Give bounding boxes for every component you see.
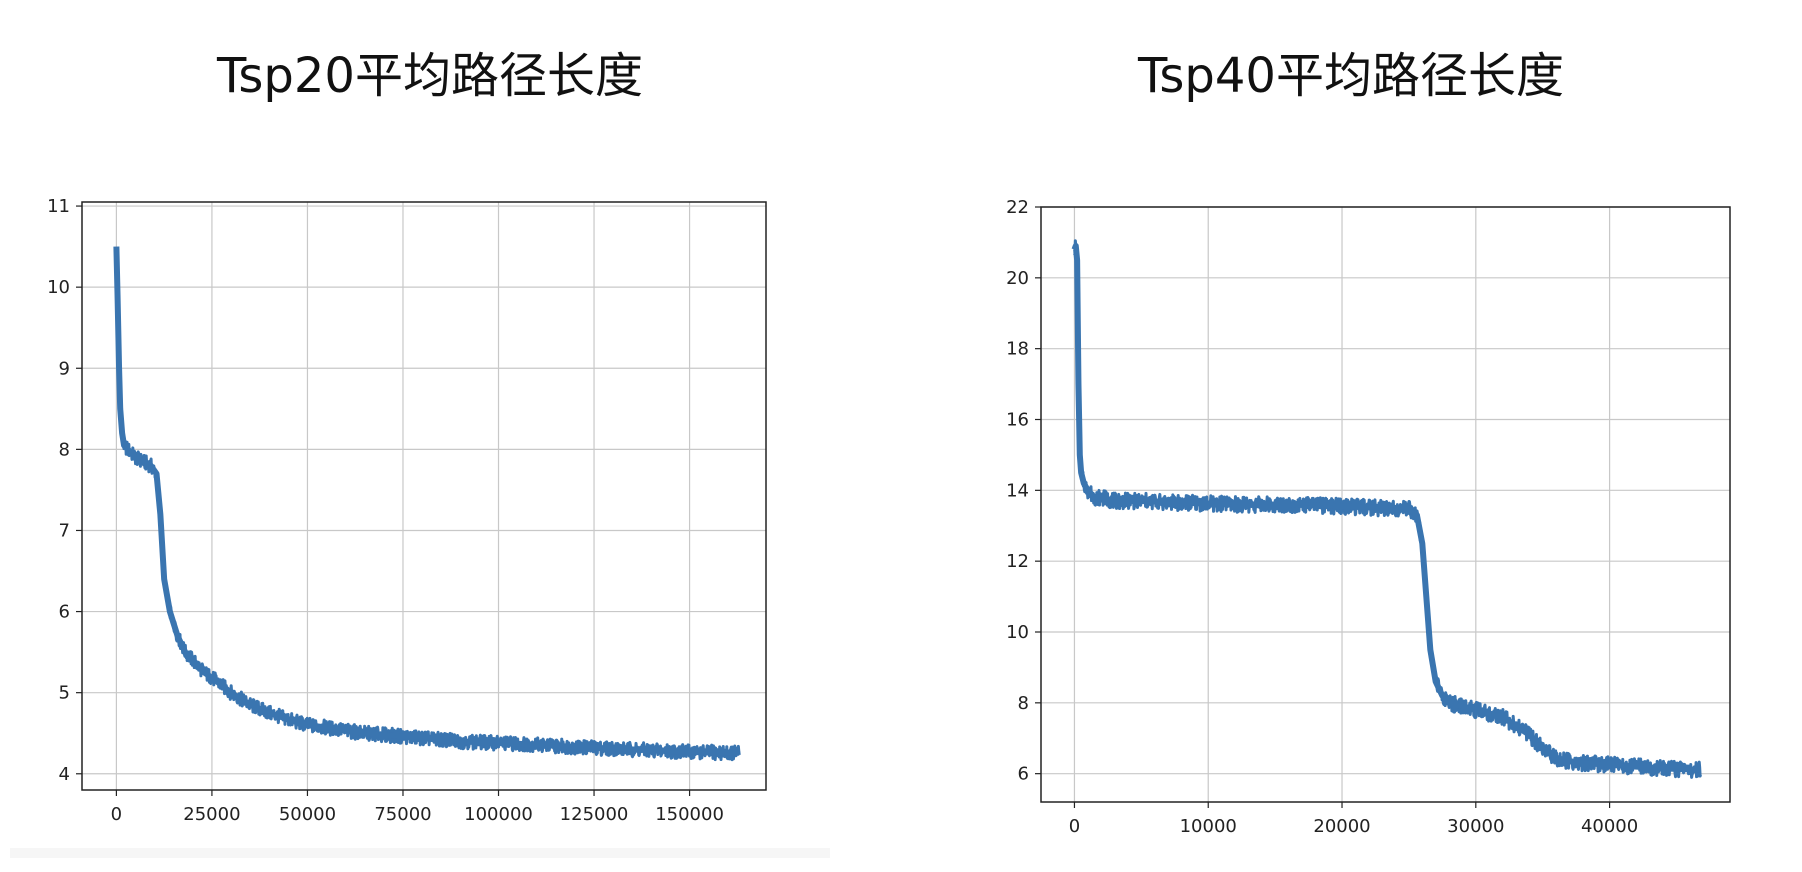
x-tick: 0 xyxy=(1069,802,1080,837)
x-tick: 25000 xyxy=(183,790,241,825)
y-tick: 9 xyxy=(59,358,82,379)
y-tick: 12 xyxy=(1006,551,1041,572)
y-tick-label: 10 xyxy=(1006,622,1029,643)
x-tick-label: 100000 xyxy=(464,804,533,825)
y-tick: 8 xyxy=(59,439,82,460)
y-tick-label: 7 xyxy=(59,520,70,541)
x-tick-label: 150000 xyxy=(655,804,724,825)
x-tick: 0 xyxy=(111,790,122,825)
y-tick: 10 xyxy=(1006,622,1041,643)
y-tick-label: 6 xyxy=(59,602,70,623)
bottom-shade xyxy=(10,848,830,858)
y-tick-label: 10 xyxy=(47,277,70,298)
chart-svg: 0 10000 20000 30000 40000 6 8 10 12 14 16 18 20 22 xyxy=(1006,197,1731,837)
grid xyxy=(82,202,766,790)
y-tick-label: 14 xyxy=(1006,480,1029,501)
x-tick-label: 0 xyxy=(111,804,122,825)
x-tick-label: 125000 xyxy=(560,804,629,825)
x-tick-label: 0 xyxy=(1069,816,1080,837)
x-tick: 75000 xyxy=(374,790,432,825)
y-tick-label: 8 xyxy=(59,439,70,460)
x-tick-label: 75000 xyxy=(374,804,431,825)
chart-title: Tsp20平均路径长度 xyxy=(217,48,643,104)
y-tick: 22 xyxy=(1006,197,1041,218)
y-tick: 10 xyxy=(47,277,82,298)
x-tick: 100000 xyxy=(464,790,533,825)
x-tick-label: 10000 xyxy=(1180,816,1237,837)
data-series-line xyxy=(113,246,740,756)
y-tick: 14 xyxy=(1006,480,1041,501)
y-tick: 11 xyxy=(47,196,82,217)
y-tick-label: 9 xyxy=(59,358,70,379)
y-tick-label: 11 xyxy=(47,196,70,217)
y-tick: 16 xyxy=(1006,410,1041,431)
y-tick-label: 6 xyxy=(1018,764,1029,785)
y-tick: 5 xyxy=(59,683,82,704)
x-tick: 150000 xyxy=(655,790,724,825)
x-tick-label: 25000 xyxy=(183,804,240,825)
y-tick-label: 22 xyxy=(1006,197,1029,218)
x-tick: 125000 xyxy=(560,790,629,825)
y-tick: 6 xyxy=(59,602,82,623)
y-tick-label: 20 xyxy=(1006,268,1029,289)
y-tick-label: 5 xyxy=(59,683,70,704)
x-tick: 20000 xyxy=(1313,802,1371,837)
y-tick-label: 8 xyxy=(1018,693,1029,714)
x-tick-label: 30000 xyxy=(1447,816,1504,837)
chart-title: Tsp40平均路径长度 xyxy=(1138,48,1564,104)
y-tick-label: 12 xyxy=(1006,551,1029,572)
data-series-line xyxy=(1071,242,1701,774)
x-tick-label: 20000 xyxy=(1313,816,1370,837)
y-tick: 8 xyxy=(1018,693,1041,714)
data-series-band xyxy=(114,251,741,762)
y-tick: 20 xyxy=(1006,268,1041,289)
plot-frame xyxy=(1040,206,1731,803)
x-tick: 30000 xyxy=(1447,802,1504,837)
x-tick-label: 50000 xyxy=(279,804,336,825)
y-tick-label: 4 xyxy=(59,764,70,785)
chart-svg: 0 25000 50000 75000 100000 125000 150000 4 5 6 7 8 9… xyxy=(47,196,767,825)
chart-panel-tsp40: Tsp40平均路径长度 0 10000 20000 30000 40000 6 8 10 12 1… xyxy=(900,0,1802,872)
y-tick: 18 xyxy=(1006,339,1041,360)
y-tick-label: 18 xyxy=(1006,339,1029,360)
x-tick: 10000 xyxy=(1180,802,1237,837)
y-tick: 7 xyxy=(59,520,82,541)
plot-frame xyxy=(81,201,767,791)
x-tick: 40000 xyxy=(1581,802,1638,837)
x-tick: 50000 xyxy=(279,790,336,825)
y-tick-label: 16 xyxy=(1006,410,1029,431)
x-tick-label: 40000 xyxy=(1581,816,1638,837)
y-tick: 4 xyxy=(59,764,82,785)
chart-panel-tsp20: Tsp20平均路径长度 0 25000 50000 75000 100000 125000… xyxy=(0,0,860,872)
y-tick: 6 xyxy=(1018,764,1041,785)
